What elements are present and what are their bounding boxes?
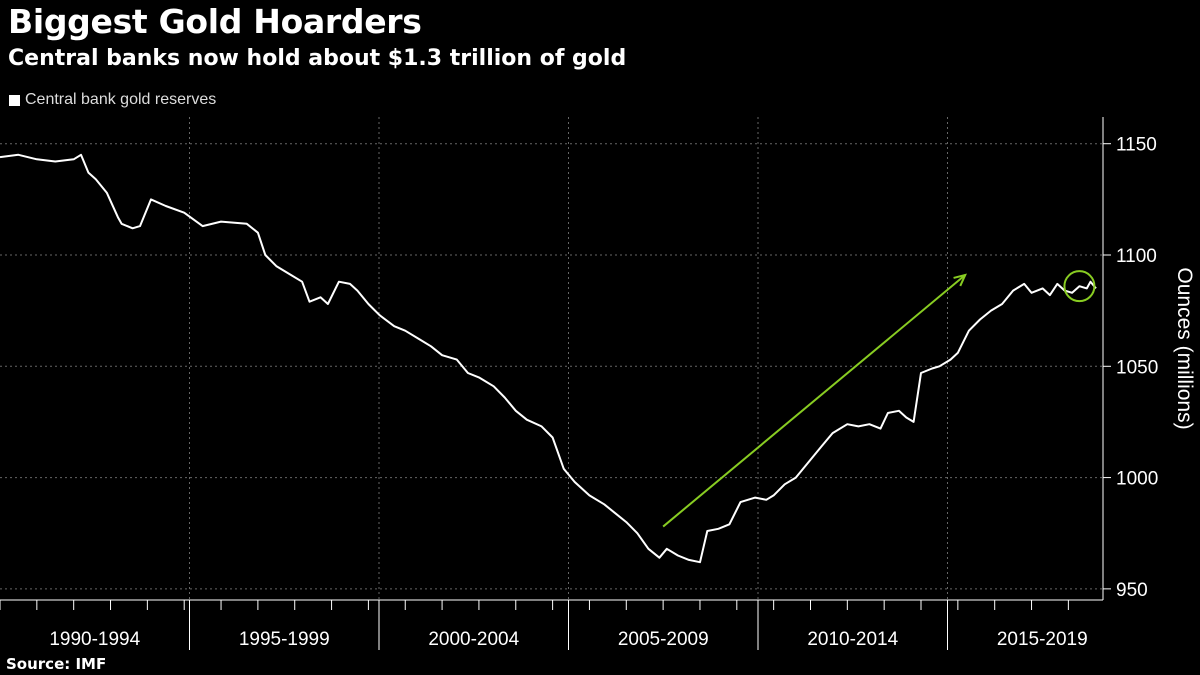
x-category-label: 2000-2004 [428, 629, 519, 650]
series-line-gold-reserves [0, 153, 1097, 564]
series-layer [0, 153, 1097, 564]
axis-labels: 950 1000 1050 1100 1150 1990-1994 1995-1999 200… [49, 135, 1196, 650]
y-tick-label: 1000 [1116, 469, 1158, 490]
axes [0, 117, 1111, 650]
chart-title: Biggest Gold Hoarders [8, 2, 422, 41]
x-category-label: 2005-2009 [618, 629, 709, 650]
legend: Central bank gold reserves [9, 91, 216, 109]
chart-subtitle: Central banks now hold about $1.3 trilli… [8, 46, 627, 71]
x-category-label: 1990-1994 [49, 629, 140, 650]
legend-swatch [9, 94, 20, 106]
x-category-label: 1995-1999 [239, 629, 330, 650]
annotations [662, 270, 1096, 528]
trend-arrow-head [953, 273, 967, 287]
grid-lines [0, 117, 1103, 600]
legend-label: Central bank gold reserves [25, 91, 217, 108]
trend-arrow [662, 274, 966, 528]
y-tick-label: 1100 [1116, 246, 1157, 267]
x-category-label: 2010-2014 [807, 629, 898, 650]
highlight-circle [1063, 270, 1096, 303]
y-tick-label: 1050 [1116, 357, 1158, 378]
y-tick-label: 1150 [1116, 135, 1157, 156]
x-category-label: 2015-2019 [997, 629, 1088, 650]
y-axis-title: Ounces (millions) [1173, 267, 1196, 429]
y-tick-label: 950 [1116, 580, 1148, 601]
source-note: Source: IMF [6, 655, 107, 673]
